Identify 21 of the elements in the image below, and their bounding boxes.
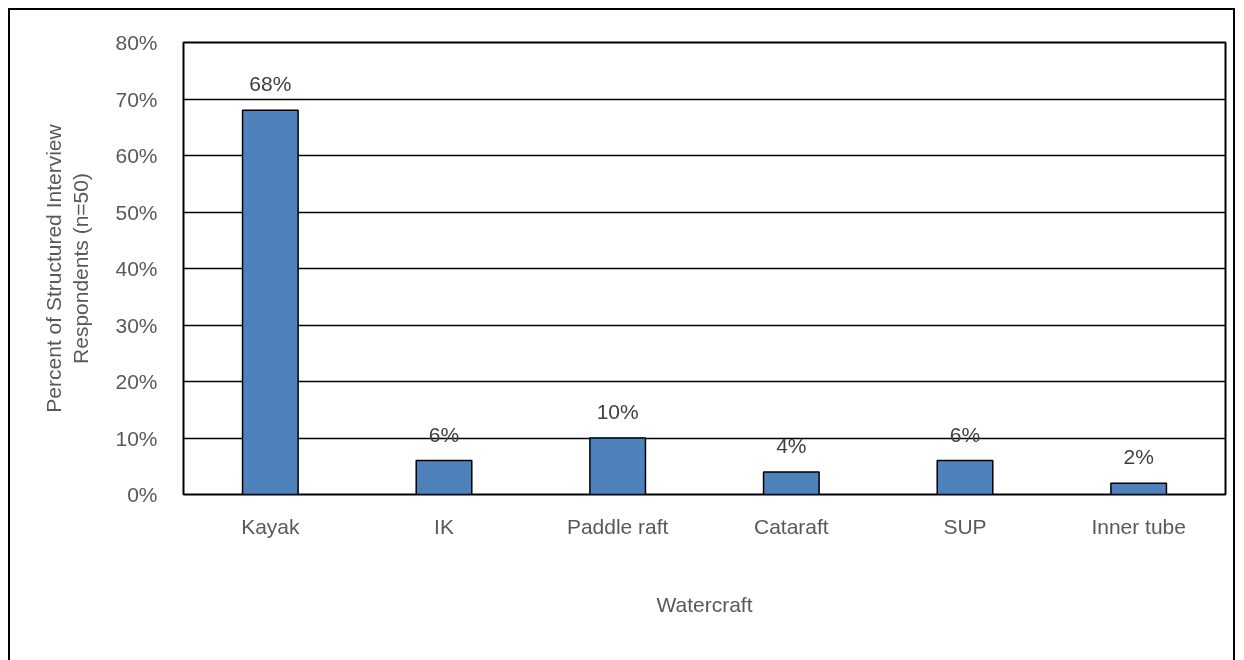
x-axis-title: Watercraft [656, 592, 753, 616]
data-label: 10% [596, 400, 639, 423]
y-tick-label: 10% [115, 426, 158, 450]
y-tick-label: 50% [115, 200, 158, 224]
x-tick-label: Inner tube [1091, 514, 1186, 538]
data-label: 68% [249, 72, 292, 96]
x-tick-label: Cataraft [753, 514, 829, 538]
x-tick-label: Paddle raft [566, 514, 669, 538]
y-tick-label: 80% [115, 31, 158, 54]
y-tick-label: 40% [115, 257, 158, 280]
y-tick-label: 30% [115, 313, 158, 337]
y-tick-label: 60% [115, 144, 158, 167]
x-tick-label: Kayak [241, 514, 301, 538]
y-tick-label: 70% [115, 87, 158, 111]
y-tick-label: 0% [127, 483, 158, 506]
data-label: 4% [776, 433, 807, 457]
x-tick-label: IK [434, 514, 454, 538]
x-tick-label: SUP [943, 514, 987, 538]
y-tick-label: 20% [115, 370, 158, 393]
y-axis-title: Percent of Structured Interview Respondents (n=50) [41, 123, 93, 413]
data-label: 2% [1123, 445, 1154, 469]
